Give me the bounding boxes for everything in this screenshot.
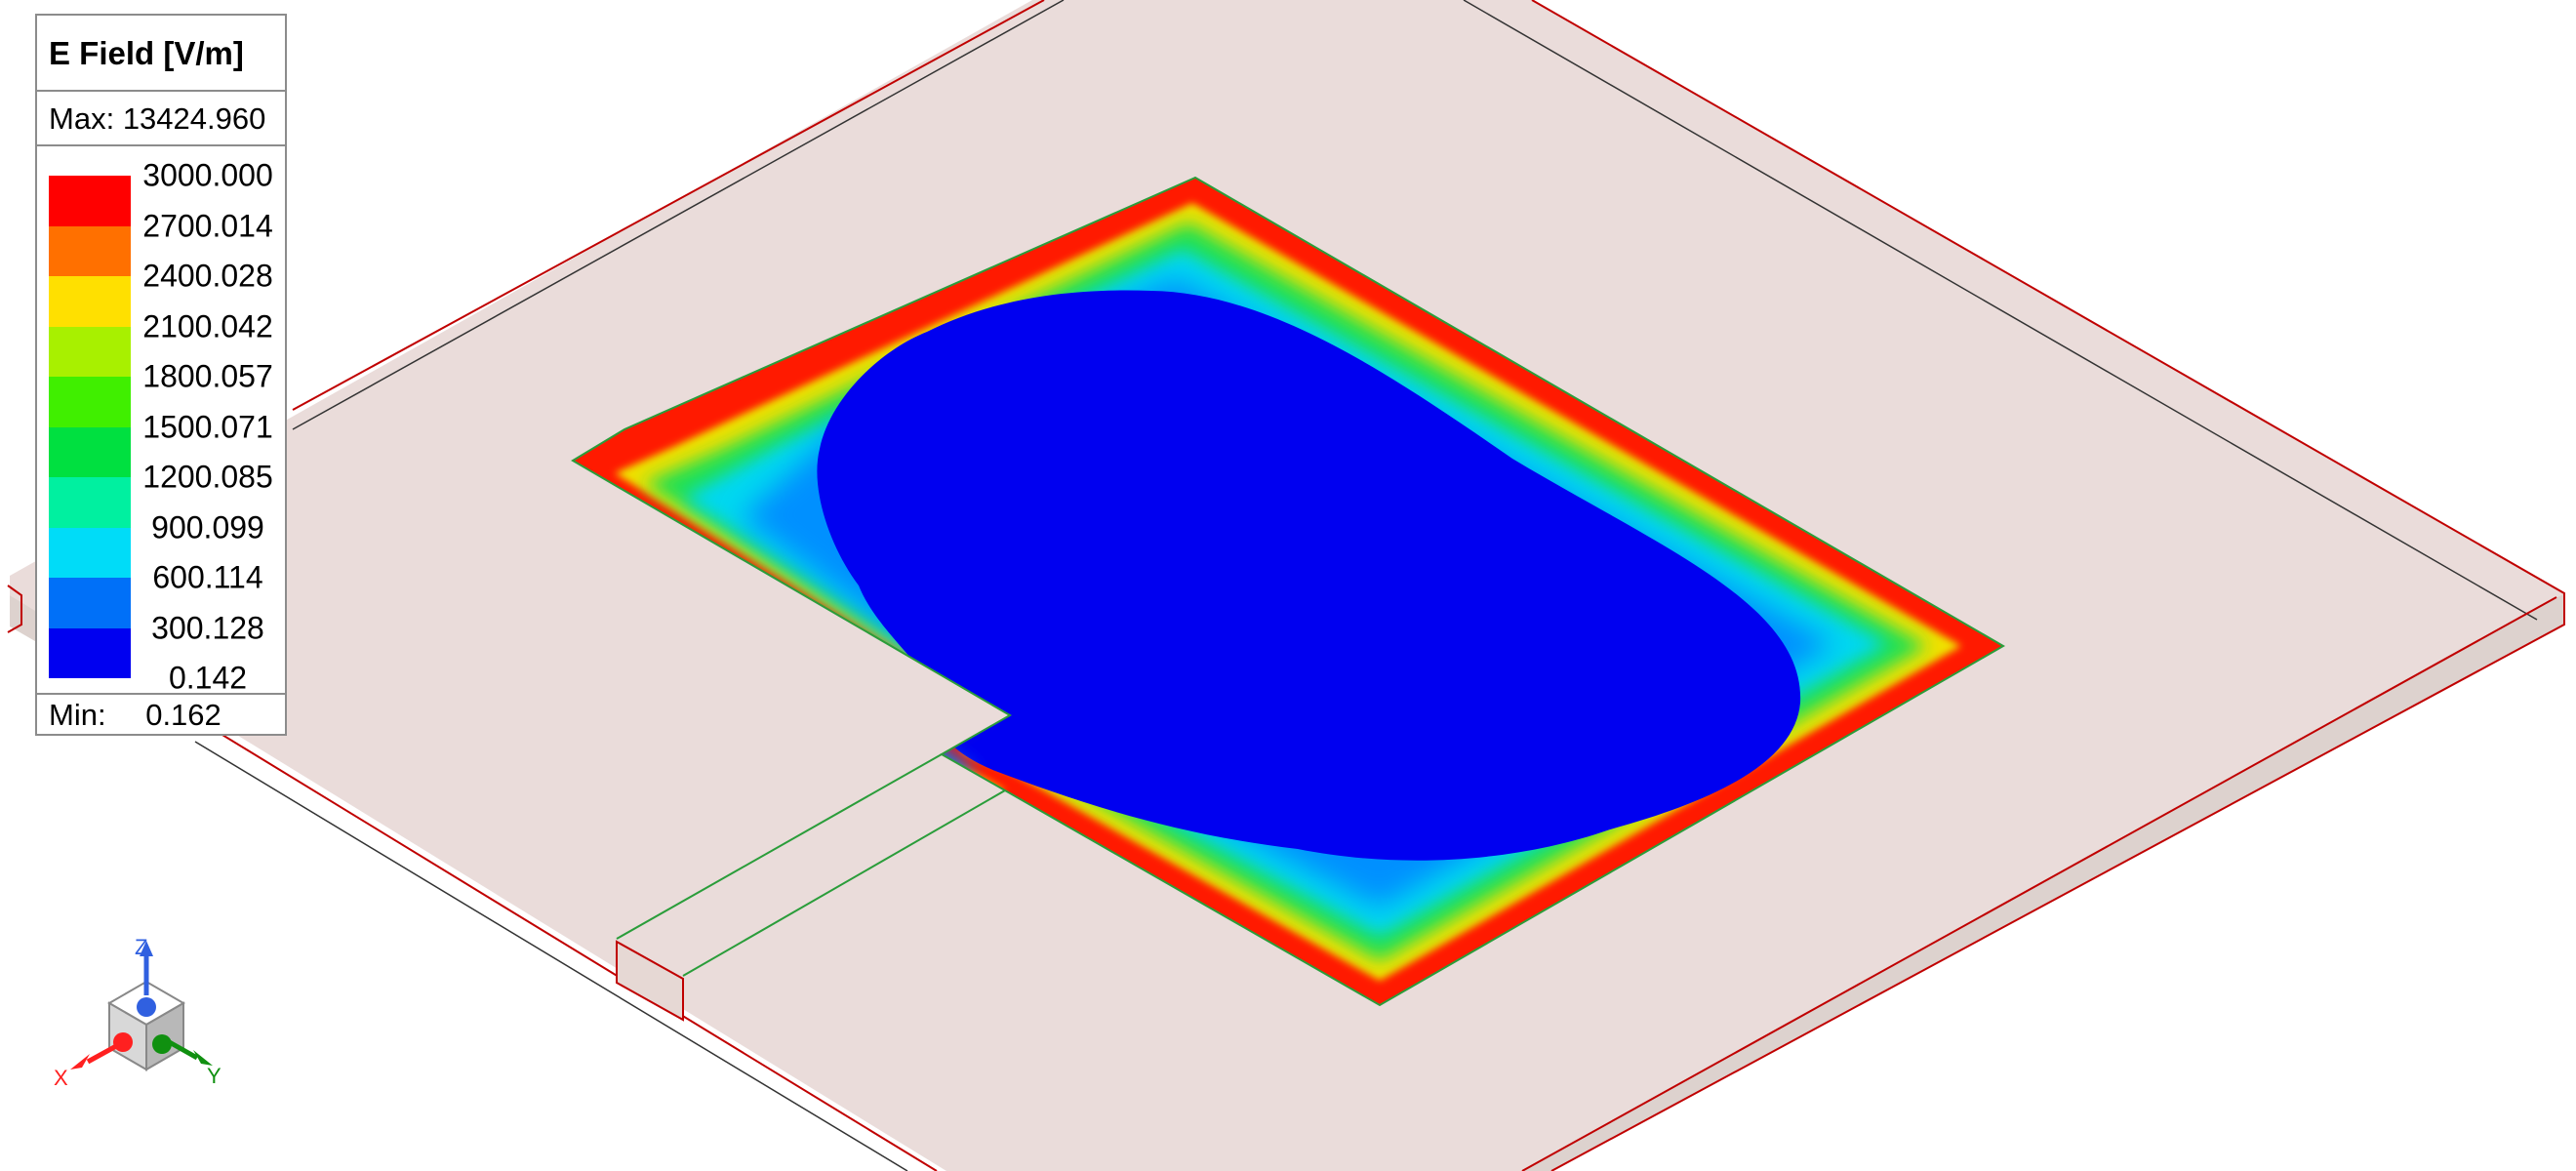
y-axis-label: Y <box>207 1064 221 1088</box>
feed-outline <box>616 753 943 940</box>
legend-min-label: Min: <box>49 698 106 732</box>
legend-max-label: Max: <box>49 101 115 136</box>
legend-max: Max: 13424.960 <box>37 92 285 146</box>
legend-tick-label: 1500.071 <box>142 409 273 444</box>
field-legend: E Field [V/m] Max: 13424.960 3000.000 270… <box>35 14 287 736</box>
x-arrow-icon <box>70 1054 90 1070</box>
feed-outline <box>682 789 1006 977</box>
x-axis-ball-icon <box>113 1032 133 1052</box>
legend-title: E Field [V/m] <box>37 16 285 92</box>
legend-tick-label: 1800.057 <box>142 358 273 394</box>
legend-swatch <box>49 477 131 528</box>
substrate-edge <box>194 717 938 1171</box>
y-arrow-icon <box>193 1050 213 1066</box>
legend-tick-label: 2100.042 <box>142 308 273 343</box>
legend-swatch <box>49 326 131 377</box>
legend-swatch <box>49 276 131 327</box>
substrate-edge <box>292 0 1045 411</box>
legend-tick-label: 300.128 <box>151 610 264 645</box>
legend-tick-label: 900.099 <box>151 509 264 545</box>
z-axis-ball-icon <box>137 997 156 1017</box>
legend-swatch <box>49 377 131 427</box>
patch-low-field-region <box>817 290 1801 861</box>
z-arrow-icon <box>140 941 153 956</box>
legend-max-value: 13424.960 <box>122 101 266 136</box>
substrate-edge <box>1521 596 2557 1171</box>
legend-tick-label: 0.142 <box>168 660 248 696</box>
substrate-edge <box>194 741 908 1171</box>
legend-swatch <box>49 225 131 276</box>
feed-port <box>616 940 684 1022</box>
z-axis-label: Z <box>135 935 147 959</box>
legend-tick-label: 2700.014 <box>142 208 273 243</box>
legend-tick-label: 600.114 <box>152 559 263 595</box>
legend-tick-label: 2400.028 <box>142 258 273 294</box>
legend-swatch <box>49 426 131 477</box>
legend-min: Min: 0.162 <box>37 695 285 736</box>
legend-min-value: 0.162 <box>145 698 221 732</box>
legend-swatch <box>49 176 131 226</box>
legend-swatch <box>49 578 131 628</box>
substrate-edge <box>7 585 22 633</box>
axis-triad[interactable]: Z X Y <box>54 935 221 1090</box>
legend-tick-label: 1200.085 <box>142 459 273 495</box>
substrate-edge <box>1531 0 2565 1171</box>
y-axis-ball-icon <box>152 1034 172 1054</box>
legend-swatch <box>49 527 131 578</box>
legend-tick-label: 3000.000 <box>142 157 273 193</box>
legend-color-scale: 3000.000 2700.014 2400.028 2100.042 1800.057… <box>37 146 285 696</box>
x-axis-label: X <box>54 1066 68 1090</box>
legend-swatch <box>49 627 131 678</box>
substrate-edge <box>292 0 1065 430</box>
substrate-edge <box>1463 0 2538 621</box>
